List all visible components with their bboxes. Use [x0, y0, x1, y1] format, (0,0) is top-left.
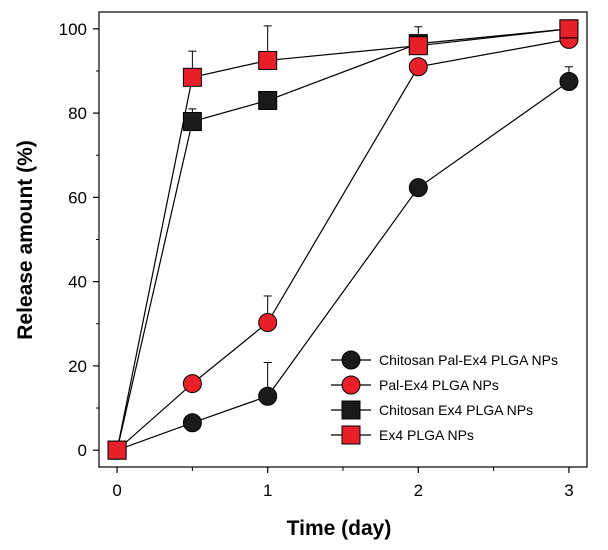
data-point — [182, 112, 202, 132]
data-point — [258, 312, 278, 332]
data-point — [559, 72, 579, 92]
data-point — [258, 386, 278, 406]
data-point — [408, 36, 428, 56]
y-tick-label: 20 — [68, 357, 87, 376]
legend-marker — [341, 425, 361, 445]
x-axis-title: Time (day) — [287, 517, 392, 540]
data-point — [182, 413, 202, 433]
legend: Chitosan Pal-Ex4 PLGA NPs Pal-Ex4 PLGA NP… — [331, 350, 558, 445]
x-tick-label: 0 — [112, 481, 121, 500]
plot-frame — [98, 11, 588, 468]
y-tick-label: 40 — [68, 273, 87, 292]
data-point — [107, 440, 127, 460]
data-point — [408, 57, 428, 77]
legend-label: Chitosan Pal-Ex4 PLGA NPs — [379, 352, 558, 368]
series-line-1 — [116, 81, 570, 451]
y-tick-label: 80 — [68, 104, 87, 123]
x-tick-label: 1 — [263, 481, 272, 500]
data-point — [258, 90, 278, 110]
x-tick-label: 2 — [414, 481, 423, 500]
y-tick-label: 0 — [78, 441, 87, 460]
y-axis-title: Release amount (%) — [14, 140, 37, 340]
legend-label: Chitosan Ex4 PLGA NPs — [379, 402, 533, 418]
legend-label: Ex4 PLGA NPs — [379, 427, 474, 443]
data-point — [408, 178, 428, 198]
legend-marker — [341, 400, 361, 420]
legend-marker — [341, 350, 361, 370]
x-tick-label: 3 — [564, 481, 573, 500]
data-point — [182, 374, 202, 394]
data-point — [559, 19, 579, 39]
legend-label: Pal-Ex4 PLGA NPs — [379, 377, 499, 393]
data-point — [182, 67, 202, 87]
y-tick-label: 60 — [68, 188, 87, 207]
legend-marker — [341, 375, 361, 395]
data-point — [258, 50, 278, 70]
y-tick-label: 100 — [59, 20, 87, 39]
